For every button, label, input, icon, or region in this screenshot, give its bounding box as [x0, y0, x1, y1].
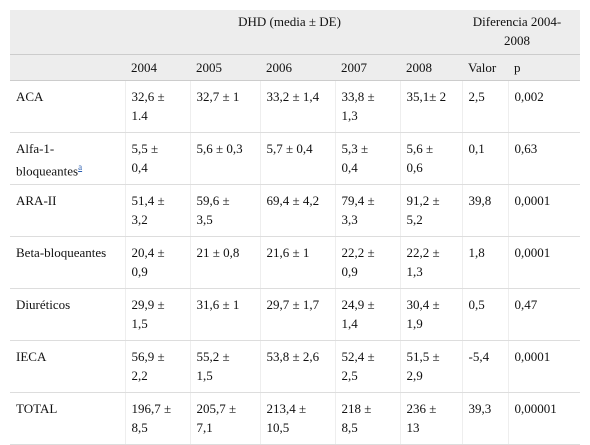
table-cell: 1,8 [462, 236, 509, 290]
table-row: ARA-II 51,4 ± 3,2 59,6 ± 3,5 69,4 ± 4,2 79,4… [10, 184, 580, 238]
row-label-text: ARA-II [16, 193, 57, 209]
table-cell: 213,4 ± 10,5 [260, 392, 336, 445]
table-cell: 218 ± 8,5 [335, 392, 401, 445]
table-cell: 35,1± 2 [400, 80, 463, 133]
column-header: 2005 [190, 54, 260, 81]
table-cell: 69,4 ± 4,2 [260, 184, 336, 238]
table-cell: 22,2 ± 0,9 [335, 236, 401, 290]
table-row: Beta-bloqueantes 20,4 ± 0,9 21 ± 0,8 21,6 ±… [10, 236, 580, 290]
table-cell: 236 ± 13 [400, 392, 463, 445]
column-header: p [508, 54, 580, 81]
column-header: Valor [462, 54, 508, 81]
column-header: 2008 [400, 54, 462, 81]
table-cell: 79,4 ± 3,3 [335, 184, 401, 238]
table-cell: 5,5 ± 0,4 [125, 132, 191, 186]
header-row: 2004 2005 2006 2007 2008 Valor p [10, 54, 580, 81]
table-body: ACA 32,6 ± 1.4 32,7 ± 1 33,2 ± 1,4 33,8 ± 1,… [10, 80, 580, 445]
table-cell: 56,9 ± 2,2 [125, 340, 191, 394]
row-label-text: TOTAL [16, 401, 58, 417]
footnote-link[interactable]: a [78, 162, 83, 172]
table-cell: 24,9 ± 1,4 [335, 288, 401, 342]
table-cell: 0,0001 [508, 236, 580, 290]
table-cell: 0,47 [508, 288, 580, 342]
row-label: ARA-II [10, 184, 126, 238]
table-row: ACA 32,6 ± 1.4 32,7 ± 1 33,2 ± 1,4 33,8 ± 1,… [10, 80, 580, 133]
row-label-text: IECA [16, 349, 47, 365]
table-cell: 22,2 ± 1,3 [400, 236, 463, 290]
table-cell: 53,8 ± 2,6 [260, 340, 336, 394]
table-row: IECA 56,9 ± 2,2 55,2 ± 1,5 53,8 ± 2,6 52,4 ±… [10, 340, 580, 394]
header-group: DHD (media ± DE) [125, 10, 462, 55]
table-cell: 33,8 ± 1,3 [335, 80, 401, 133]
table-cell: 59,6 ± 3,5 [190, 184, 261, 238]
row-label-text: Diuréticos [16, 297, 71, 313]
table-cell: 31,6 ± 1 [190, 288, 261, 342]
column-header: 2006 [260, 54, 335, 81]
table-cell: 39,3 [462, 392, 509, 445]
table-cell: 0,002 [508, 80, 580, 133]
footnote: a [78, 161, 82, 173]
header-empty [10, 10, 125, 55]
table-cell: 20,4 ± 0,9 [125, 236, 191, 290]
table-cell: -5,4 [462, 340, 509, 394]
table-cell: 5,6 ± 0,6 [400, 132, 463, 186]
table-cell: 5,3 ± 0,4 [335, 132, 401, 186]
row-label: ACA [10, 80, 126, 133]
column-header: 2004 [125, 54, 190, 81]
table-header: DHD (media ± DE) Diferencia 2004-2008 20… [10, 10, 580, 81]
table-cell: 0,5 [462, 288, 509, 342]
table-cell: 52,4 ± 2,5 [335, 340, 401, 394]
table-cell: 0,1 [462, 132, 509, 186]
table-row: Diuréticos 29,9 ± 1,5 31,6 ± 1 29,7 ± 1,7 24… [10, 288, 580, 342]
row-label-text: ACA [16, 89, 44, 104]
table-row: Alfa-1-bloqueantesa 5,5 ± 0,4 5,6 ± 0,3 5,7… [10, 132, 580, 186]
table-cell: 29,9 ± 1,5 [125, 288, 191, 342]
table-cell: 0,0001 [508, 340, 580, 394]
table-cell: 51,4 ± 3,2 [125, 184, 191, 238]
table-cell: 55,2 ± 1,5 [190, 340, 261, 394]
table-cell: 30,4 ± 1,9 [400, 288, 463, 342]
data-table: DHD (media ± DE) Diferencia 2004-2008 20… [10, 10, 580, 445]
table-cell: 0,63 [508, 132, 580, 186]
page-body: DHD (media ± DE) Diferencia 2004-2008 20… [10, 10, 580, 445]
page: DHD table {"table": { "header": {"group1… [10, 10, 580, 445]
table-cell: 32,6 ± 1.4 [125, 80, 191, 133]
column-header: 2007 [335, 54, 400, 81]
row-label-text: Beta-bloqueantes [16, 245, 107, 261]
row-label: IECA [10, 340, 126, 394]
table-cell: 32,7 ± 1 [190, 80, 261, 133]
table-row: TOTAL 196,7 ± 8,5 205,7 ± 7,1 213,4 ± 10,5 2… [10, 392, 580, 445]
table-cell: 21 ± 0,8 [190, 236, 261, 290]
table-cell: 0,00001 [508, 392, 580, 445]
table-cell: 39,8 [462, 184, 509, 238]
table-cell: 51,5 ± 2,9 [400, 340, 463, 394]
table-cell: 0,0001 [508, 184, 580, 238]
row-label-text: Alfa-1-bloqueantes [16, 141, 79, 179]
row-label: Beta-bloqueantes [10, 236, 126, 290]
row-label: Alfa-1-bloqueantesa [10, 132, 126, 186]
table-cell: 5,7 ± 0,4 [260, 132, 336, 186]
table-cell: 29,7 ± 1,7 [260, 288, 336, 342]
table-cell: 196,7 ± 8,5 [125, 392, 191, 445]
table-cell: 33,2 ± 1,4 [260, 80, 336, 133]
table-cell: 2,5 [462, 80, 509, 133]
row-label: Diuréticos [10, 288, 126, 342]
row-label: TOTAL [10, 392, 126, 445]
header-row: DHD (media ± DE) Diferencia 2004-2008 [10, 10, 580, 55]
table-cell: 21,6 ± 1 [260, 236, 336, 290]
table-cell: 205,7 ± 7,1 [190, 392, 261, 445]
table-cell: 5,6 ± 0,3 [190, 132, 261, 186]
table-cell: 91,2 ± 5,2 [400, 184, 463, 238]
header-group: Diferencia 2004-2008 [462, 10, 580, 55]
header-empty [10, 54, 125, 81]
